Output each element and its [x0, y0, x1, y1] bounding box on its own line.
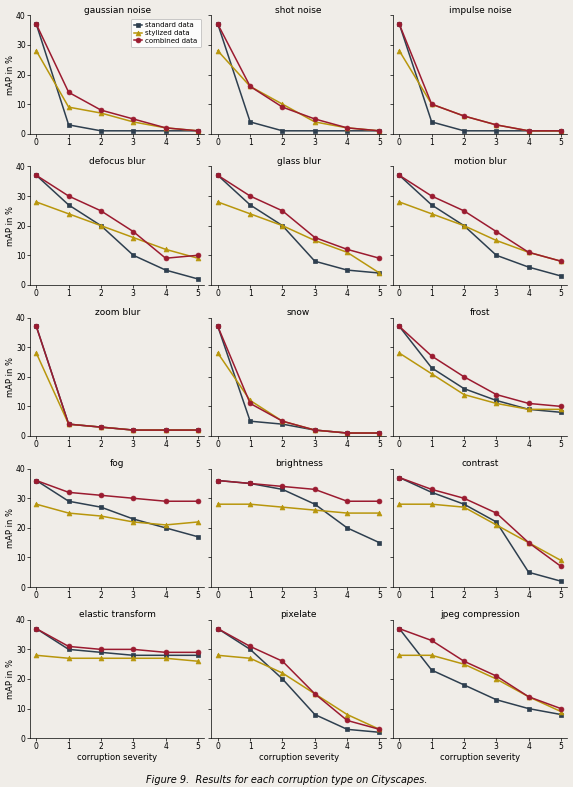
Y-axis label: mAP in %: mAP in %	[6, 659, 14, 699]
X-axis label: corruption severity: corruption severity	[440, 753, 520, 762]
Title: frost: frost	[470, 308, 490, 317]
Legend: standard data, stylized data, combined data: standard data, stylized data, combined d…	[131, 19, 201, 47]
Title: impulse noise: impulse noise	[449, 6, 512, 14]
Title: glass blur: glass blur	[277, 157, 320, 166]
Title: zoom blur: zoom blur	[95, 308, 140, 317]
Y-axis label: mAP in %: mAP in %	[6, 357, 14, 397]
Title: fog: fog	[110, 459, 124, 468]
Title: contrast: contrast	[461, 459, 499, 468]
X-axis label: corruption severity: corruption severity	[77, 753, 157, 762]
Title: jpeg compression: jpeg compression	[440, 610, 520, 619]
Text: Figure 9.  Results for each corruption type on Cityscapes.: Figure 9. Results for each corruption ty…	[146, 775, 427, 785]
Y-axis label: mAP in %: mAP in %	[6, 54, 14, 94]
Title: motion blur: motion blur	[454, 157, 507, 166]
Y-axis label: mAP in %: mAP in %	[6, 508, 14, 548]
Title: gaussian noise: gaussian noise	[84, 6, 151, 14]
Title: brightness: brightness	[274, 459, 323, 468]
X-axis label: corruption severity: corruption severity	[258, 753, 339, 762]
Title: elastic transform: elastic transform	[79, 610, 156, 619]
Title: pixelate: pixelate	[280, 610, 317, 619]
Title: snow: snow	[287, 308, 310, 317]
Y-axis label: mAP in %: mAP in %	[6, 205, 14, 246]
Title: defocus blur: defocus blur	[89, 157, 146, 166]
Title: shot noise: shot noise	[276, 6, 322, 14]
